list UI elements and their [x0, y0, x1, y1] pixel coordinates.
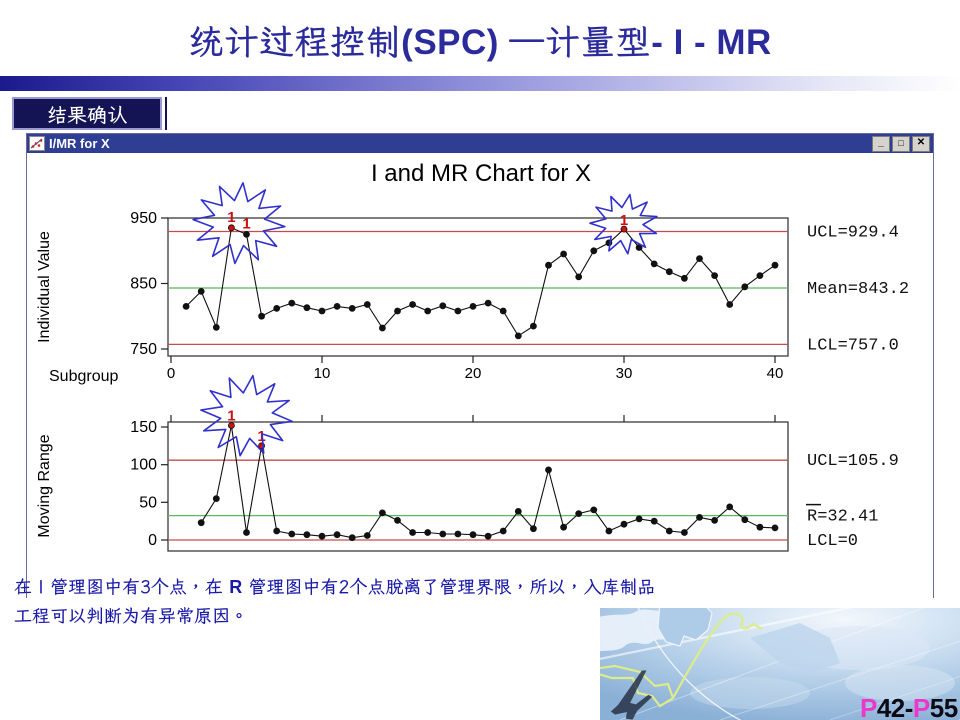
svg-text:LCL=0: LCL=0: [807, 532, 858, 551]
svg-text:100: 100: [130, 457, 157, 474]
svg-text:0: 0: [148, 532, 157, 549]
svg-text:10: 10: [314, 365, 331, 382]
svg-text:150: 150: [130, 419, 157, 436]
svg-text:0: 0: [167, 365, 175, 382]
svg-text:950: 950: [130, 210, 157, 227]
svg-text:50: 50: [139, 494, 157, 511]
svg-text:Mean=843.2: Mean=843.2: [807, 280, 909, 299]
svg-text:R=32.41: R=32.41: [807, 508, 878, 527]
svg-text:LCL=757.0: LCL=757.0: [807, 336, 899, 355]
svg-text:Individual Value: Individual Value: [36, 231, 53, 343]
svg-text:Subgroup: Subgroup: [49, 368, 118, 385]
svg-text:750: 750: [130, 341, 157, 358]
svg-text:UCL=105.9: UCL=105.9: [807, 452, 899, 471]
svg-text:1: 1: [227, 209, 235, 226]
svg-text:850: 850: [130, 276, 157, 293]
svg-text:1: 1: [227, 408, 235, 425]
svg-text:UCL=929.4: UCL=929.4: [807, 224, 899, 243]
svg-text:Moving Range: Moving Range: [36, 434, 53, 537]
svg-text:1: 1: [620, 212, 628, 229]
svg-text:40: 40: [767, 365, 784, 382]
svg-text:30: 30: [616, 365, 633, 382]
svg-text:1: 1: [242, 215, 250, 232]
svg-text:20: 20: [465, 365, 482, 382]
